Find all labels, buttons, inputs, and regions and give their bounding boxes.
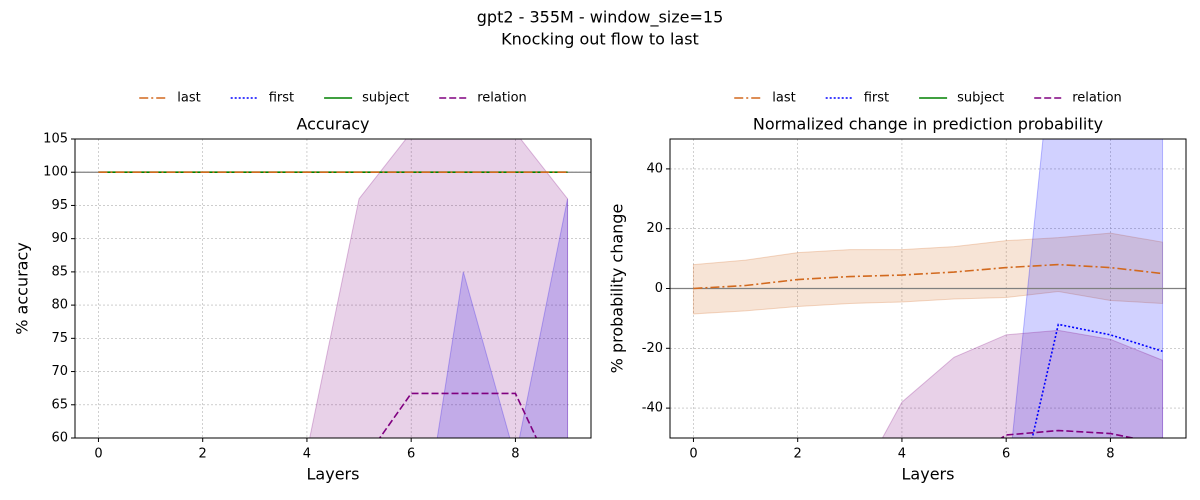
x-tick-label: 2 (199, 447, 207, 462)
x-axis-label: Layers (902, 465, 955, 484)
y-tick-label: 90 (51, 231, 68, 246)
y-tick-label: 40 (646, 161, 663, 176)
x-tick-label: 6 (407, 447, 415, 462)
legend-label: relation (1072, 91, 1122, 106)
y-tick-label: 60 (51, 431, 68, 446)
data-line (693, 263, 1163, 290)
x-tick-label: 8 (1106, 447, 1114, 462)
x-axis-label: Layers (307, 465, 360, 484)
suptitle-line: Knocking out flow to last (501, 30, 699, 49)
x-tick-label: 0 (689, 447, 697, 462)
error-band (436, 198, 569, 438)
axes-frame (74, 138, 592, 439)
x-tick-label: 0 (94, 447, 102, 462)
legend-label: last (772, 91, 795, 106)
axes: -40 -20 0 20 40 0 2 4 6 8 Normalized change in pre… (608, 91, 1187, 484)
x-tick-label: 4 (303, 447, 311, 462)
y-tick-label: 105 (43, 132, 68, 147)
legend: last first subject relation (734, 91, 1122, 106)
plot-area (75, 139, 591, 438)
y-tick-label: 75 (51, 331, 68, 346)
axes-title: Normalized change in prediction probabil… (753, 115, 1103, 134)
y-axis-label: % accuracy (13, 242, 32, 334)
y-tick-label: 80 (51, 298, 68, 313)
y-tick-label: 65 (51, 397, 68, 412)
y-tick-label: 70 (51, 364, 68, 379)
y-tick-label: -40 (642, 401, 663, 416)
legend-label: subject (957, 91, 1004, 106)
error-band (309, 139, 569, 438)
x-tick-label: 4 (898, 447, 906, 462)
y-tick-label: 0 (655, 281, 663, 296)
legend: last first subject relation (139, 91, 527, 106)
y-tick-label: 100 (43, 165, 68, 180)
legend-label: subject (362, 91, 409, 106)
y-axis-label: % probability change (608, 204, 627, 374)
suptitle-line: gpt2 - 355M - window_size=15 (477, 8, 724, 28)
legend-label: last (177, 91, 200, 106)
data-line (1031, 323, 1163, 438)
x-tick-label: 8 (511, 447, 519, 462)
plot-area (670, 139, 1186, 438)
y-tick-label: -20 (642, 341, 663, 356)
error-band (692, 232, 1164, 315)
error-band (881, 329, 1164, 438)
legend-label: relation (477, 91, 527, 106)
y-tick-label: 20 (646, 221, 663, 236)
legend-label: first (269, 91, 294, 106)
y-tick-label: 95 (51, 198, 68, 213)
axes-frame (669, 138, 1187, 439)
x-tick-label: 6 (1002, 447, 1010, 462)
axes-title: Accuracy (296, 115, 369, 134)
legend-label: first (864, 91, 889, 106)
x-tick-label: 2 (794, 447, 802, 462)
y-tick-label: 85 (51, 264, 68, 279)
axes: 60 65 70 75 80 85 90 95 100 105 0 2 4 6 8 Accuracy Layer… (13, 91, 592, 484)
